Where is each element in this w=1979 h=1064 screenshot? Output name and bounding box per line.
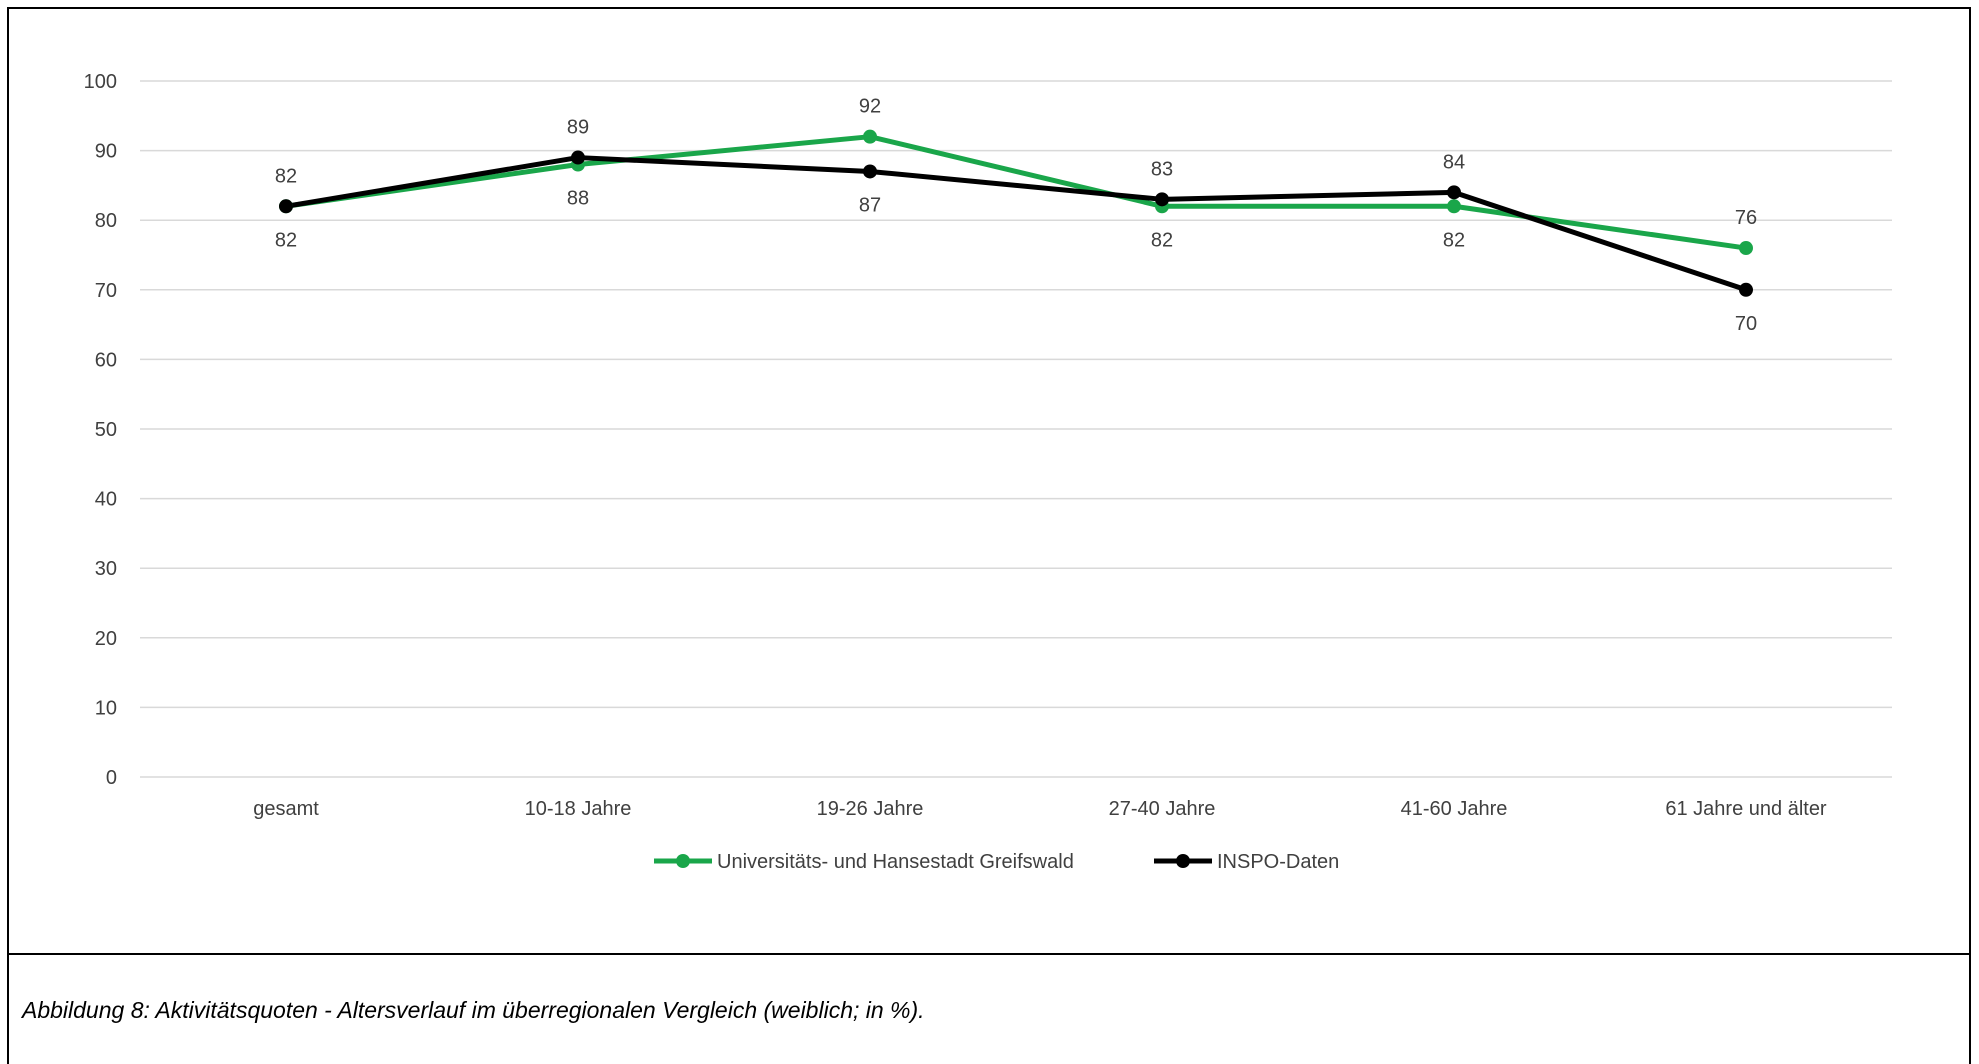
data-label: 70 [1735,313,1757,335]
data-point [1739,282,1753,297]
data-label: 76 [1735,207,1757,229]
data-label: 92 [859,96,881,118]
data-point [571,150,585,165]
x-tick-label: 61 Jahre und älter [1665,798,1827,820]
caption-frame: Abbildung 8: Aktivitätsquoten - Altersve… [7,953,1971,1064]
y-tick-label: 20 [95,628,117,650]
legend-marker [676,854,690,868]
line-chart: 0 10 20 30 40 50 60 70 80 90 100 gesamt 10-18 Jahre 1… [84,71,1892,873]
legend-label: INSPO-Daten [1217,851,1339,873]
x-tick-label: 27-40 Jahre [1109,798,1216,820]
data-label: 82 [1151,229,1173,251]
x-tick-label: 19-26 Jahre [817,798,924,820]
data-label: 89 [567,117,589,139]
data-point [863,129,877,144]
data-label: 88 [567,188,589,210]
data-point [1447,185,1461,200]
chart-frame: 0 10 20 30 40 50 60 70 80 90 100 gesamt 10-18 Jahre 1… [7,7,1971,955]
figure-caption: Abbildung 8: Aktivitätsquoten - Altersve… [22,997,925,1023]
data-label: 82 [275,229,297,251]
legend-marker [1176,854,1190,868]
y-tick-label: 30 [95,558,117,580]
y-tick-label: 70 [95,280,117,302]
data-point [1739,241,1753,256]
x-tick-label: gesamt [253,798,319,820]
series-line [285,134,1747,251]
y-tick-label: 80 [95,210,117,232]
series-line [285,155,1747,293]
legend-label: Universitäts- und Hansestadt Greifswald [717,851,1074,873]
data-label: 82 [275,165,297,187]
data-label: 83 [1151,158,1173,180]
y-tick-label: 90 [95,141,117,163]
x-tick-label: 10-18 Jahre [525,798,632,820]
data-label: 84 [1443,151,1465,173]
x-tick-label: 41-60 Jahre [1401,798,1508,820]
data-label: 82 [1443,229,1465,251]
data-point [1447,199,1461,214]
data-label: 87 [859,194,881,216]
data-point [863,164,877,179]
data-point [1155,192,1169,207]
y-tick-label: 100 [84,71,117,93]
y-tick-label: 50 [95,419,117,441]
y-tick-label: 60 [95,349,117,371]
y-tick-label: 40 [95,489,117,511]
y-tick-label: 0 [106,767,117,789]
y-tick-label: 10 [95,697,117,719]
data-point [279,199,293,214]
